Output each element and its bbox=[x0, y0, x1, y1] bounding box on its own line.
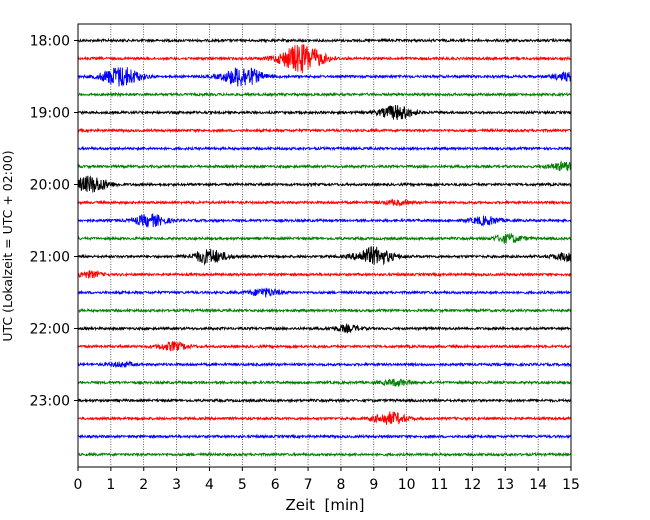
trace-row-1830 bbox=[77, 67, 572, 87]
y-axis-ticks: 18:00 19:00 20:00 21:00 22:00 23:00 bbox=[30, 34, 78, 410]
x-axis-ticks: 0 1 2 3 4 5 6 7 8 9 10 11 12 13 14 15 bbox=[74, 467, 580, 493]
y-tick-label-4: 22:00 bbox=[30, 322, 70, 338]
x-tick-label-15: 15 bbox=[562, 477, 580, 493]
trace-row-2345 bbox=[77, 451, 572, 458]
x-tick-label-13: 13 bbox=[496, 477, 514, 493]
trace-row-2145 bbox=[77, 307, 572, 314]
y-tick-label-2: 20:00 bbox=[30, 178, 70, 194]
x-tick-label-8: 8 bbox=[336, 477, 345, 493]
trace-row-2215 bbox=[77, 340, 572, 352]
trace-row-2245 bbox=[77, 378, 572, 387]
trace-row-2200 bbox=[77, 322, 572, 334]
seismic-traces bbox=[77, 37, 572, 458]
trace-row-2015 bbox=[77, 198, 572, 207]
x-tick-label-3: 3 bbox=[172, 477, 181, 493]
x-axis-label: Zeit [min] bbox=[285, 496, 364, 514]
trace-row-1845 bbox=[77, 91, 572, 98]
trace-row-2330 bbox=[77, 433, 572, 440]
trace-row-1815 bbox=[77, 44, 572, 74]
trace-row-2000 bbox=[77, 175, 572, 193]
x-tick-label-5: 5 bbox=[238, 477, 247, 493]
y-axis-label: UTC (Lokalzeit = UTC + 02:00) bbox=[0, 150, 15, 341]
x-tick-label-6: 6 bbox=[271, 477, 280, 493]
x-tick-label-9: 9 bbox=[369, 477, 378, 493]
trace-row-2115 bbox=[77, 269, 572, 279]
x-tick-label-1: 1 bbox=[106, 477, 115, 493]
y-tick-label-3: 21:00 bbox=[30, 250, 70, 266]
x-tick-label-10: 10 bbox=[398, 477, 416, 493]
trace-row-1945 bbox=[77, 160, 572, 172]
trace-row-1800 bbox=[77, 37, 572, 44]
trace-row-2030 bbox=[77, 213, 572, 228]
x-tick-label-4: 4 bbox=[205, 477, 214, 493]
plot-frame bbox=[77, 23, 572, 468]
trace-row-2230 bbox=[77, 360, 572, 369]
y-tick-label-5: 23:00 bbox=[30, 394, 70, 410]
x-tick-label-14: 14 bbox=[529, 477, 547, 493]
trace-row-1930 bbox=[77, 145, 572, 152]
trace-row-2100 bbox=[77, 246, 572, 266]
x-tick-label-2: 2 bbox=[139, 477, 148, 493]
x-tick-label-0: 0 bbox=[74, 477, 83, 493]
trace-row-1900 bbox=[77, 104, 572, 120]
trace-row-2045 bbox=[77, 232, 572, 244]
trace-row-2300 bbox=[77, 397, 572, 404]
x-tick-label-12: 12 bbox=[463, 477, 481, 493]
trace-row-2315 bbox=[77, 411, 572, 425]
x-tick-label-11: 11 bbox=[431, 477, 449, 493]
x-tick-label-7: 7 bbox=[304, 477, 313, 493]
y-tick-label-0: 18:00 bbox=[30, 34, 70, 50]
trace-row-2130 bbox=[77, 287, 572, 298]
y-tick-label-1: 19:00 bbox=[30, 106, 70, 122]
trace-row-1915 bbox=[77, 127, 572, 134]
